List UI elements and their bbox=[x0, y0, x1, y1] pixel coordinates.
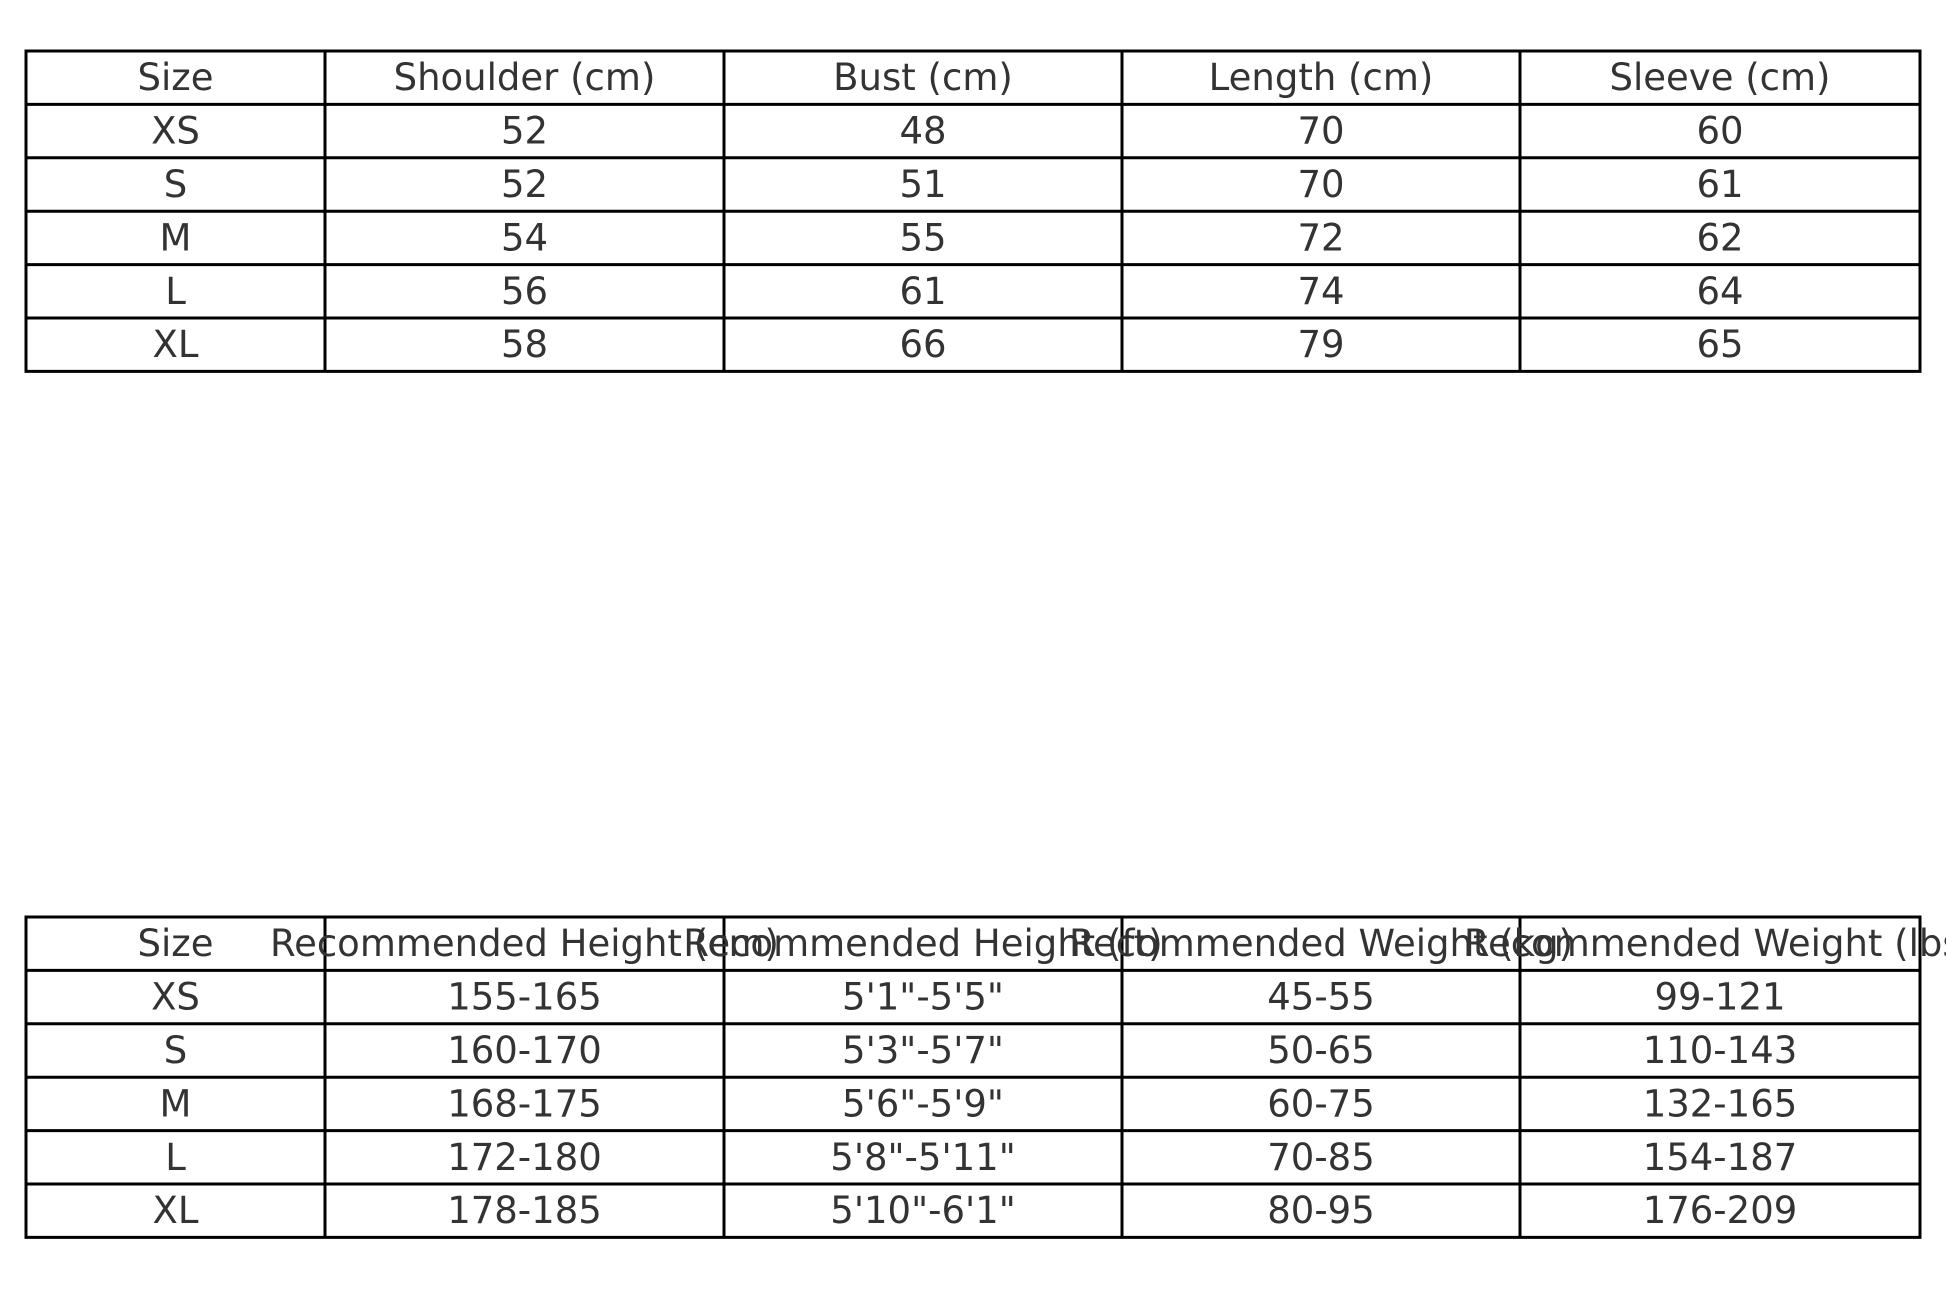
table-cell: 54 bbox=[501, 216, 548, 259]
table-cell: 61 bbox=[899, 270, 946, 313]
table-cell: S bbox=[164, 163, 188, 206]
table-cell: 66 bbox=[899, 323, 946, 366]
table-cell: 56 bbox=[501, 270, 548, 313]
table-cell: 52 bbox=[501, 110, 548, 153]
table-cell: 72 bbox=[1297, 216, 1344, 259]
table-cell: 99-121 bbox=[1654, 976, 1785, 1019]
table-cell: 50-65 bbox=[1267, 1029, 1375, 1072]
header-cell: Recommended Weight (lbs) bbox=[1464, 922, 1946, 965]
table-cell: 52 bbox=[501, 163, 548, 206]
size-table: Size Recommended Height (cm)Recommended H… bbox=[24, 915, 1946, 1239]
table-cell: 51 bbox=[899, 163, 946, 206]
table-cell: S bbox=[164, 1029, 188, 1072]
table-cell: 62 bbox=[1696, 216, 1743, 259]
table-cell: 65 bbox=[1696, 323, 1743, 366]
header-cell: Size bbox=[138, 56, 214, 99]
table-cell: 61 bbox=[1696, 163, 1743, 206]
table-cell: 45-55 bbox=[1267, 976, 1375, 1019]
header-cell: Recommended Height (ft) bbox=[683, 922, 1162, 965]
table-cell: 5'10"-6'1" bbox=[830, 1189, 1015, 1232]
table-cell: XL bbox=[153, 1189, 199, 1232]
table-cell: 74 bbox=[1297, 270, 1344, 313]
header-cell: Length (cm) bbox=[1209, 56, 1434, 99]
table-cell: XS bbox=[151, 976, 200, 1019]
table-cell: L bbox=[165, 1136, 186, 1179]
header-cell: Shoulder (cm) bbox=[394, 56, 656, 99]
table-cell: 168-175 bbox=[447, 1082, 602, 1125]
header-cell: Size bbox=[138, 922, 214, 965]
table-cell: XS bbox=[151, 110, 200, 153]
table-cell: 70 bbox=[1297, 110, 1344, 153]
header-cell: Recommended Weight (kg) bbox=[1069, 922, 1573, 965]
table-cell: M bbox=[160, 1082, 192, 1125]
table-cell: XL bbox=[153, 323, 199, 366]
table-cell: 80-95 bbox=[1267, 1189, 1375, 1232]
table-cell: 132-165 bbox=[1643, 1082, 1798, 1125]
header-cell: Sleeve (cm) bbox=[1610, 56, 1831, 99]
table-cell: 110-143 bbox=[1643, 1029, 1798, 1072]
table-cell: 154-187 bbox=[1643, 1136, 1798, 1179]
table-cell: 60 bbox=[1696, 110, 1743, 153]
table-cell: 178-185 bbox=[447, 1189, 602, 1232]
table-cell: 176-209 bbox=[1643, 1189, 1798, 1232]
table-cell: 48 bbox=[899, 110, 946, 153]
table-cell: L bbox=[165, 270, 186, 313]
table-cell: 60-75 bbox=[1267, 1082, 1375, 1125]
table-cell: 160-170 bbox=[447, 1029, 602, 1072]
table-cell: 5'8"-5'11" bbox=[830, 1136, 1015, 1179]
table-cell: 172-180 bbox=[447, 1136, 602, 1179]
table-cell: 5'3"-5'7" bbox=[842, 1029, 1004, 1072]
table-cell: 58 bbox=[501, 323, 548, 366]
table-cell: 64 bbox=[1696, 270, 1743, 313]
table-cell: M bbox=[160, 216, 192, 259]
table-cell: 70 bbox=[1297, 163, 1344, 206]
header-cell: Bust (cm) bbox=[833, 56, 1013, 99]
table-cell: 5'6"-5'9" bbox=[842, 1082, 1004, 1125]
table-cell: 79 bbox=[1297, 323, 1344, 366]
size-table: Size Shoulder (cm) Bust (cm) Length (cm) Sle… bbox=[24, 49, 1922, 373]
table-cell: 70-85 bbox=[1267, 1136, 1375, 1179]
header-cell: Recommended Height (cm) bbox=[270, 922, 779, 965]
table-cell: 55 bbox=[899, 216, 946, 259]
table-cell: 155-165 bbox=[447, 976, 602, 1019]
table-cell: 5'1"-5'5" bbox=[842, 976, 1004, 1019]
